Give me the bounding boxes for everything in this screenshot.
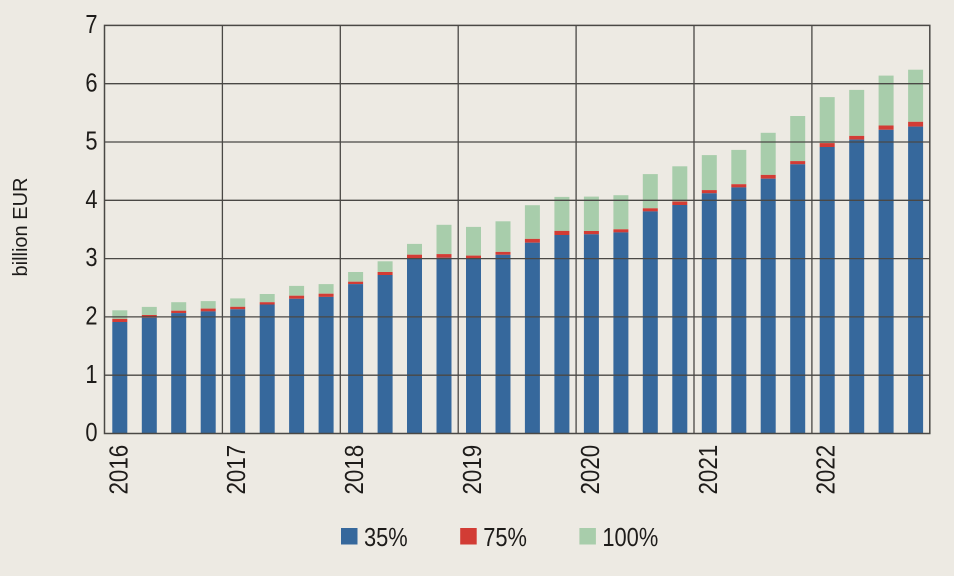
svg-text:2021: 2021 xyxy=(694,445,723,495)
svg-text:2020: 2020 xyxy=(576,445,605,495)
svg-text:4: 4 xyxy=(85,185,97,214)
svg-text:100%: 100% xyxy=(602,523,658,552)
svg-text:1: 1 xyxy=(85,360,97,389)
svg-text:2018: 2018 xyxy=(341,445,370,495)
svg-text:75%: 75% xyxy=(483,523,527,552)
svg-text:3: 3 xyxy=(85,243,97,272)
svg-text:2016: 2016 xyxy=(105,445,134,495)
svg-text:2019: 2019 xyxy=(458,445,487,495)
svg-text:7: 7 xyxy=(85,10,97,39)
svg-text:2022: 2022 xyxy=(812,445,841,495)
svg-text:5: 5 xyxy=(85,127,97,156)
svg-text:billion EUR: billion EUR xyxy=(10,178,32,277)
svg-text:0: 0 xyxy=(85,418,97,447)
svg-text:35%: 35% xyxy=(364,523,408,552)
svg-text:6: 6 xyxy=(85,69,97,98)
svg-text:2017: 2017 xyxy=(223,445,252,495)
svg-text:2: 2 xyxy=(85,302,97,331)
